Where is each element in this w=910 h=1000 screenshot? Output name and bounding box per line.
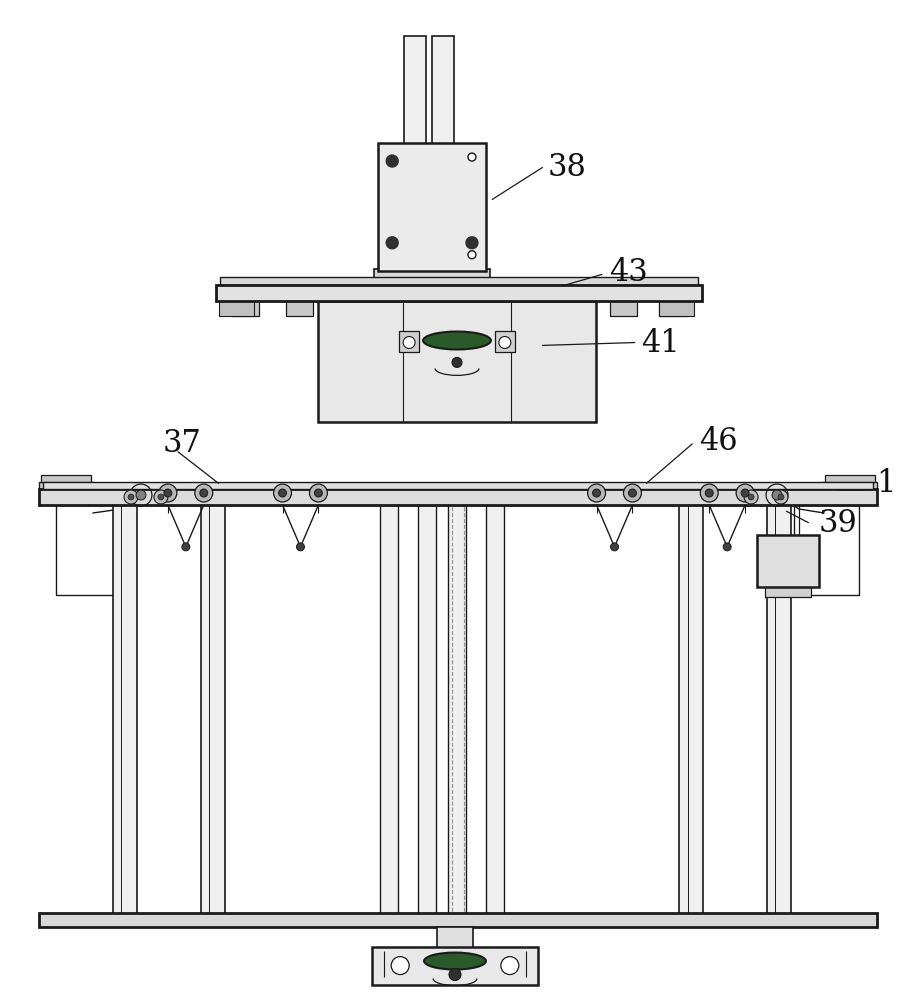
Circle shape [182,543,190,551]
Ellipse shape [423,332,490,349]
Text: 39: 39 [819,508,857,539]
Circle shape [386,155,399,167]
Bar [765,585,811,597]
Circle shape [499,337,511,348]
Circle shape [136,490,146,500]
Bar [767,505,791,924]
Bar [218,301,254,316]
Bar [201,505,225,924]
Bar [584,497,644,505]
Bar [495,331,515,352]
Ellipse shape [424,953,486,970]
Bar [399,331,420,352]
Circle shape [164,489,172,497]
Bar [660,301,694,316]
Circle shape [772,490,782,500]
Bar [660,301,687,316]
Circle shape [449,969,461,981]
Bar [380,505,399,924]
Text: 46: 46 [699,426,738,457]
Bar [372,947,538,985]
Circle shape [744,490,758,504]
Circle shape [195,484,213,502]
Circle shape [124,490,138,504]
Bar [486,505,504,924]
Bar [270,497,330,505]
Bar [219,277,698,285]
Circle shape [705,489,713,497]
Bar [39,913,876,927]
Bar [374,269,490,283]
Circle shape [200,489,207,497]
Circle shape [452,357,462,367]
Bar [824,475,875,482]
Text: 43: 43 [610,257,648,288]
Circle shape [588,484,605,502]
Circle shape [158,494,164,500]
Circle shape [623,484,642,502]
Circle shape [391,957,410,975]
Bar [231,301,258,316]
Circle shape [159,484,177,502]
Circle shape [629,489,636,497]
Bar [318,301,595,422]
Bar [418,505,436,924]
Circle shape [592,489,601,497]
Circle shape [501,957,519,975]
Bar [794,505,859,595]
Bar [560,301,588,316]
Bar [41,475,91,482]
Bar [697,497,757,505]
Bar [216,285,703,301]
Circle shape [297,543,305,551]
Circle shape [466,237,478,249]
Bar [404,36,426,146]
Circle shape [736,484,754,502]
Circle shape [309,484,328,502]
Bar [379,143,486,271]
Text: 1: 1 [876,468,896,499]
Bar [448,505,466,924]
Bar [113,505,137,924]
Circle shape [778,494,784,500]
Circle shape [403,337,415,348]
Bar [44,482,873,489]
Text: 41: 41 [642,328,680,359]
Circle shape [748,494,754,500]
Circle shape [701,484,718,502]
Circle shape [386,237,399,249]
Circle shape [468,153,476,161]
Bar [432,36,454,146]
Circle shape [468,251,476,259]
Circle shape [274,484,291,502]
Bar [286,301,313,316]
Text: 37: 37 [163,428,202,459]
Bar [39,489,876,505]
Bar [679,505,703,924]
Bar [39,482,94,489]
Bar [437,927,473,977]
Text: 38: 38 [548,152,587,183]
Circle shape [723,543,731,551]
Bar [56,505,121,595]
Circle shape [774,490,788,504]
Bar [610,301,637,316]
Circle shape [278,489,287,497]
Bar [390,301,418,316]
Circle shape [611,543,619,551]
Circle shape [154,490,167,504]
Circle shape [128,494,134,500]
Bar [757,535,819,587]
Circle shape [315,489,322,497]
Bar [156,497,216,505]
Circle shape [741,489,749,497]
Bar [822,482,876,489]
